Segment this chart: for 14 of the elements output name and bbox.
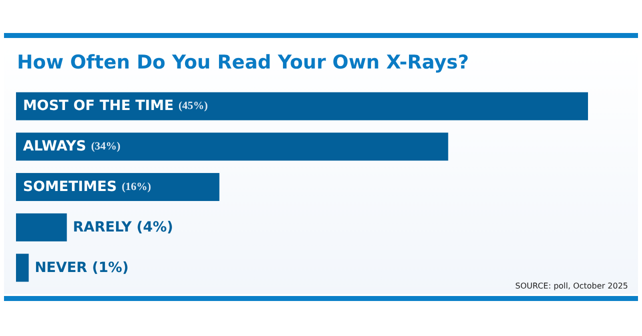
- bar: [16, 254, 29, 282]
- data-label: (16%): [122, 181, 152, 193]
- chart-title: How Often Do You Read Your Own X-Rays?: [17, 52, 469, 74]
- bar: [16, 213, 67, 242]
- y-tick-label: SOMETIMES: [23, 179, 117, 195]
- data-label: (34%): [91, 140, 121, 153]
- y-tick-label: MOST OF THE TIME: [23, 98, 174, 114]
- y-tick-label: ALWAYS: [23, 138, 86, 155]
- category-label: NEVER (1%): [34, 260, 129, 276]
- bar: [16, 132, 448, 161]
- category-label: RARELY (4%): [72, 219, 174, 236]
- bar: [16, 92, 588, 120]
- annotation: SOURCE: poll, October 2025: [515, 282, 628, 290]
- data-label: (45%): [178, 100, 208, 112]
